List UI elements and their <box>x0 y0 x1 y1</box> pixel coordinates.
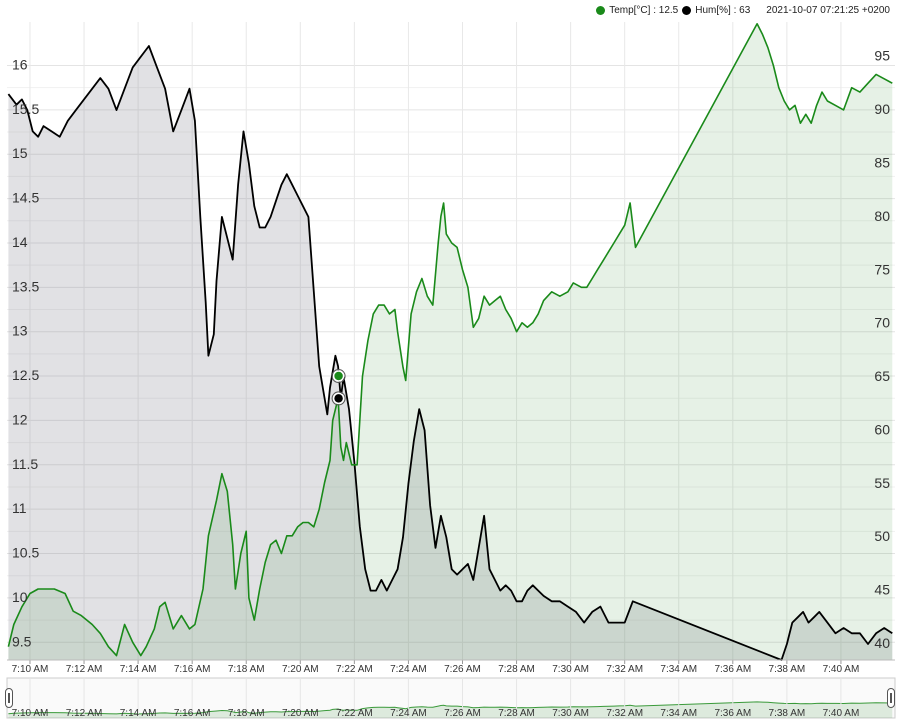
y-right-tick-label: 75 <box>874 261 890 277</box>
navigator-tick-label: 7:26 AM <box>444 708 481 719</box>
y-right-tick-label: 55 <box>874 475 890 491</box>
chart-axes: 9.5 10 10.5 11 11.5 12 12.5 13 13.5 14 14.5 15 15.5 1… <box>7 48 895 675</box>
x-tick-label: 7:26 AM <box>444 664 481 675</box>
x-tick-label: 7:14 AM <box>120 664 157 675</box>
x-tick-label: 7:12 AM <box>66 664 103 675</box>
y-left-tick-label: 16 <box>12 56 28 72</box>
navigator-tick-label: 7:24 AM <box>390 708 427 719</box>
x-tick-label: 7:36 AM <box>714 664 751 675</box>
y-right-tick-label: 90 <box>874 101 890 117</box>
y-right-tick-label: 50 <box>874 528 890 544</box>
y-left-tick-label: 10.5 <box>12 545 39 561</box>
x-tick-label: 7:18 AM <box>228 664 265 675</box>
y-right-tick-label: 65 <box>874 368 890 384</box>
navigator-right-handle[interactable] <box>887 688 895 708</box>
x-tick-label: 7:24 AM <box>390 664 427 675</box>
y-right-tick-label: 60 <box>874 421 890 437</box>
hum-series-line <box>7 45 893 661</box>
y-right-tick-label: 95 <box>874 48 890 64</box>
hover-markers <box>331 369 346 406</box>
navigator-tick-label: 7:30 AM <box>552 708 589 719</box>
range-navigator[interactable]: 7:10 AM 7:12 AM 7:14 AM 7:16 AM 7:18 AM 7:20 … <box>6 677 896 719</box>
x-tick-label: 7:34 AM <box>660 664 697 675</box>
y-left-tick-label: 11.5 <box>12 456 38 472</box>
x-tick-label: 7:32 AM <box>606 664 643 675</box>
y-right-tick-label: 40 <box>874 635 890 651</box>
y-right-tick-label: 80 <box>874 208 890 224</box>
y-left-tick-label: 13.5 <box>12 278 39 294</box>
x-tick-label: 7:16 AM <box>174 664 211 675</box>
navigator-tick-label: 7:36 AM <box>714 708 751 719</box>
hum-hover-ring <box>331 391 346 406</box>
temp-series-line <box>7 23 893 657</box>
x-tick-label: 7:28 AM <box>498 664 535 675</box>
navigator-tick-label: 7:22 AM <box>336 708 373 719</box>
y-left-tick-label: 14.5 <box>12 190 39 206</box>
x-tick-label: 7:40 AM <box>823 664 860 675</box>
navigator-track <box>6 677 896 719</box>
navigator-tick-label: 7:38 AM <box>769 708 806 719</box>
x-tick-label: 7:22 AM <box>336 664 373 675</box>
temp-hover-marker <box>332 370 345 382</box>
x-tick-label: 7:20 AM <box>282 664 319 675</box>
y-left-tick-label: 9.5 <box>12 633 32 649</box>
navigator-tick-label: 7:16 AM <box>174 708 211 719</box>
x-tick-label: 7:30 AM <box>552 664 589 675</box>
temp-legend-dot <box>596 6 606 15</box>
y-left-tick-label: 15.5 <box>12 101 39 117</box>
navigator-tick-label: 7:32 AM <box>606 708 643 719</box>
navigator-tick-label: 7:14 AM <box>120 708 157 719</box>
y-left-tick-label: 13 <box>12 323 28 339</box>
navigator-temp-line <box>8 701 893 715</box>
navigator-tick-label: 7:18 AM <box>228 708 265 719</box>
navigator-tick-label: 7:34 AM <box>660 708 697 719</box>
navigator-area <box>8 701 893 718</box>
y-left-tick-label: 12.5 <box>12 367 39 383</box>
navigator-tick-label: 7:20 AM <box>282 708 319 719</box>
x-tick-label: 7:38 AM <box>769 664 806 675</box>
temp-legend-label: Temp[°C] : 12.5 <box>609 5 679 16</box>
y-right-tick-label: 70 <box>874 315 890 331</box>
y-right-tick-label: 85 <box>874 154 890 170</box>
navigator-tick-label: 7:10 AM <box>12 708 49 719</box>
navigator-tick-label: 7:40 AM <box>823 708 860 719</box>
navigator-tick-label: 7:28 AM <box>498 708 535 719</box>
y-left-tick-label: 14 <box>12 234 28 250</box>
y-right-tick-label: 45 <box>874 582 890 598</box>
chart-legend: Temp[°C] : 12.5 Hum[%] : 63 2021-10-07 0… <box>596 5 890 16</box>
y-left-tick-label: 12 <box>12 411 28 427</box>
hover-timestamp: 2021-10-07 07:21:25 +0200 <box>766 5 890 16</box>
y-left-tick-label: 15 <box>12 145 28 161</box>
navigator-tick-label: 7:12 AM <box>66 708 103 719</box>
navigator-left-handle[interactable] <box>5 688 13 708</box>
x-tick-label: 7:10 AM <box>12 664 49 675</box>
y-left-tick-label: 11 <box>12 500 27 516</box>
hum-legend-label: Hum[%] : 63 <box>695 5 751 16</box>
plot-area <box>7 23 893 661</box>
temp-hover-ring <box>331 369 346 384</box>
hum-legend-dot <box>682 6 692 15</box>
y-left-tick-label: 10 <box>12 589 28 605</box>
hum-hover-marker <box>332 392 345 405</box>
